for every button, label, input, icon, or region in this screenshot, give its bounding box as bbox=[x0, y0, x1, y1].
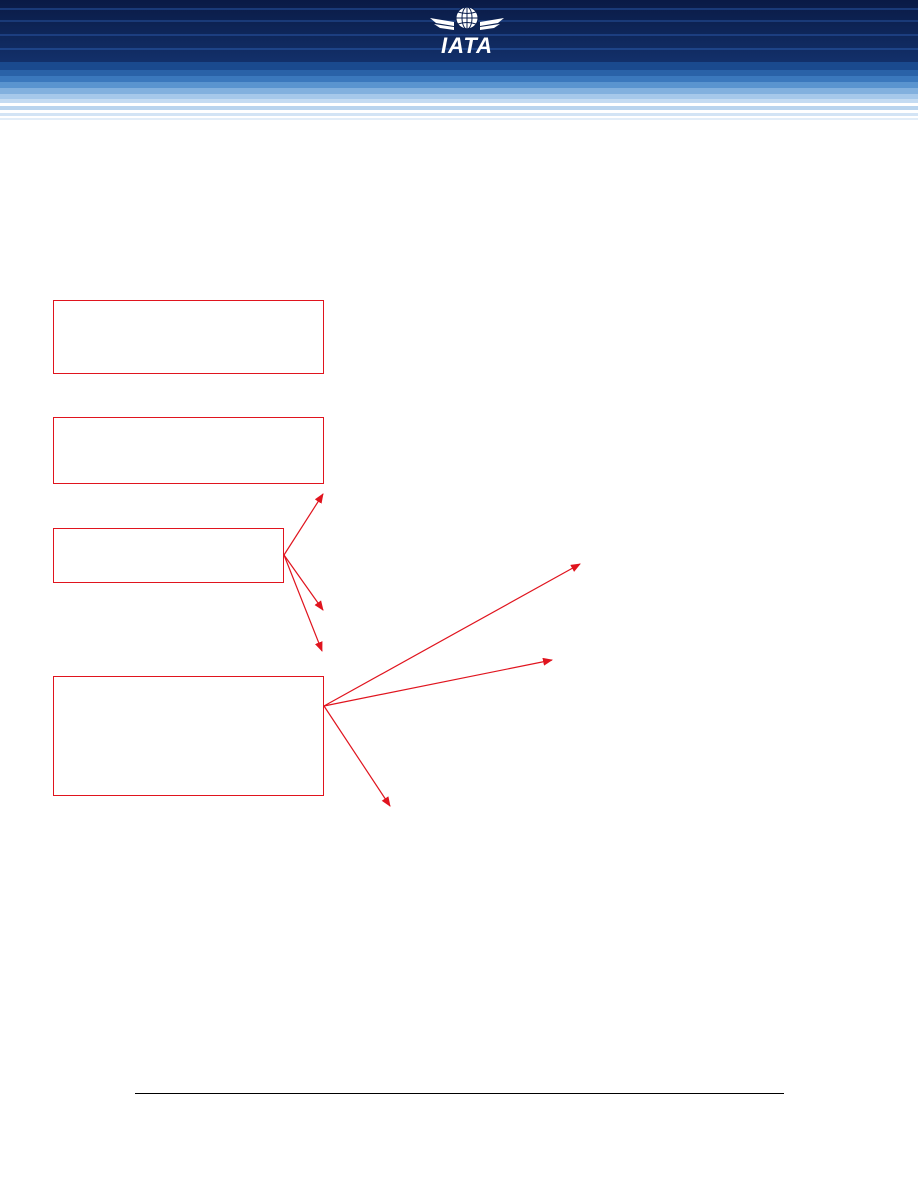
footer-rule bbox=[135, 1093, 784, 1094]
header-banner: IATA bbox=[0, 0, 918, 126]
arrow-box3-mid bbox=[283, 554, 324, 611]
arrow-box3-down bbox=[283, 554, 323, 652]
callout-box-4 bbox=[53, 676, 324, 796]
arrow-box4-middle bbox=[323, 657, 553, 707]
arrow-box4-lower bbox=[323, 705, 391, 807]
callout-box-2 bbox=[53, 417, 324, 484]
arrow-box3-up bbox=[283, 493, 324, 556]
arrow-box4-upper bbox=[323, 563, 581, 707]
logo-text: IATA bbox=[440, 33, 494, 58]
iata-logo: IATA bbox=[428, 4, 506, 60]
callout-box-3 bbox=[53, 528, 284, 583]
globe-wings-icon bbox=[430, 6, 504, 30]
callout-box-1 bbox=[53, 300, 324, 374]
